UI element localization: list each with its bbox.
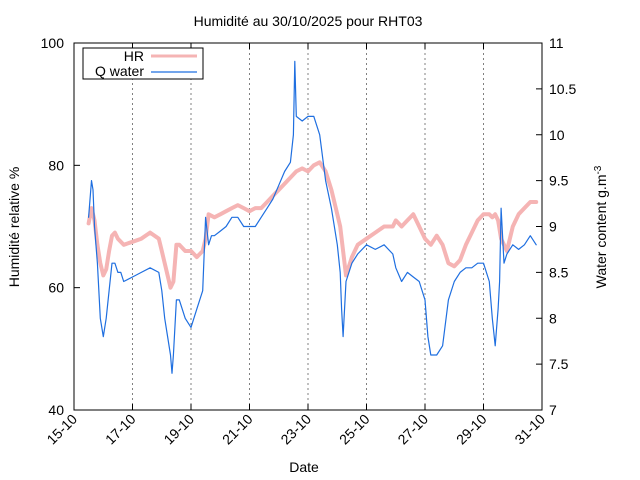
x-tick-label: 31-10: [511, 411, 548, 448]
y-tick-label: 60: [48, 280, 64, 296]
x-tick-label: 17-10: [102, 411, 139, 448]
x-tick-label: 23-10: [277, 411, 314, 448]
y2-axis-label-main: Water content g.m: [593, 175, 609, 289]
legend: HR Q water: [82, 47, 204, 80]
y2-tick-label: 8: [549, 310, 557, 326]
plot-series: [86, 60, 539, 374]
legend-label-hr: HR: [124, 48, 144, 64]
series-line-q-water: [87, 60, 537, 374]
y2-tick-label: 8.5: [549, 264, 569, 280]
x-tick-label: 21-10: [219, 411, 256, 448]
y2-tick-label: 9: [549, 219, 557, 235]
y2-tick-label: 9.5: [549, 173, 569, 189]
y2-tick-label: 7.5: [549, 356, 569, 372]
y-axis-ticks: 40 60 80 100: [41, 35, 80, 418]
y2-axis-label-sup: -3: [593, 165, 604, 174]
y2-tick-label: 10.5: [549, 81, 576, 97]
y-tick-label: 100: [41, 35, 65, 51]
y-tick-label: 80: [48, 157, 64, 173]
y2-tick-label: 11: [549, 35, 564, 51]
y-tick-label: 40: [48, 402, 64, 418]
x-tick-label: 29-10: [453, 411, 490, 448]
y2-tick-label: 10: [549, 127, 565, 143]
x-tick-label: 27-10: [394, 411, 431, 448]
y-axis-label: Humidité relative %: [6, 167, 22, 288]
chart-title: Humidité au 30/10/2025 pour RHT03: [194, 13, 423, 29]
x-tick-label: 19-10: [160, 411, 197, 448]
vertical-gridlines: [132, 43, 484, 410]
y2-axis-ticks: 7 7.5 8 8.5 9 9.5 10 10.5 11: [536, 35, 576, 418]
y2-tick-label: 7: [549, 402, 557, 418]
x-axis-label: Date: [289, 459, 319, 475]
x-tick-label: 25-10: [336, 411, 373, 448]
legend-label-q-water: Q water: [95, 63, 144, 79]
legend-box: [82, 47, 204, 80]
y2-axis-label: Water content g.m-3: [593, 165, 610, 288]
series-line-hr: [86, 160, 539, 290]
